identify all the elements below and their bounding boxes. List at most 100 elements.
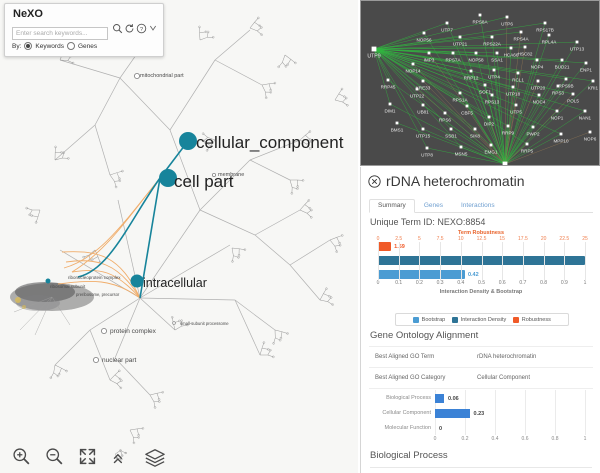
tab-interactions[interactable]: Interactions xyxy=(460,202,495,209)
network-node[interactable] xyxy=(575,40,579,44)
network-node[interactable] xyxy=(478,13,482,17)
network-node[interactable] xyxy=(537,93,541,97)
network-node[interactable] xyxy=(514,103,518,107)
search-row[interactable]: ? xyxy=(12,22,158,40)
node-nuclear-part[interactable] xyxy=(92,356,100,364)
network-node[interactable] xyxy=(459,145,463,149)
network-edge xyxy=(373,48,586,112)
network-node[interactable] xyxy=(547,33,551,37)
network-node[interactable] xyxy=(469,69,473,73)
network-node[interactable] xyxy=(511,85,515,89)
network-edge xyxy=(504,16,508,165)
network-node[interactable] xyxy=(421,127,425,131)
search-icon[interactable] xyxy=(112,23,123,34)
ontology-tree-panel[interactable]: cellular_component cell part intracellul… xyxy=(0,0,358,473)
network-node[interactable] xyxy=(543,21,547,25)
node-mitochondrial-part[interactable] xyxy=(133,72,141,80)
network-node[interactable] xyxy=(516,71,520,75)
network-node[interactable] xyxy=(371,46,377,52)
fit-screen-icon[interactable] xyxy=(78,447,97,466)
node-membrane[interactable] xyxy=(211,172,216,177)
node-cell-part[interactable] xyxy=(159,169,177,187)
help-icon[interactable]: ? xyxy=(136,23,147,34)
network-node[interactable] xyxy=(506,124,510,128)
network-node[interactable] xyxy=(523,45,527,49)
network-node[interactable] xyxy=(386,78,390,82)
network-node[interactable] xyxy=(422,31,426,35)
network-node[interactable] xyxy=(487,115,491,119)
network-node[interactable] xyxy=(465,104,469,108)
network-node[interactable] xyxy=(555,109,559,113)
chevron-down-icon[interactable] xyxy=(149,24,157,33)
network-node[interactable] xyxy=(531,125,535,129)
zoom-in-icon[interactable] xyxy=(12,447,31,466)
close-circle-icon[interactable] xyxy=(368,174,381,188)
network-node[interactable] xyxy=(490,93,494,97)
network-node[interactable] xyxy=(535,58,539,62)
network-node[interactable] xyxy=(502,161,508,166)
search-by-row[interactable]: By: Keywords Genes xyxy=(12,42,97,50)
gridline xyxy=(564,242,566,281)
network-node[interactable] xyxy=(483,83,487,87)
network-node[interactable] xyxy=(588,130,592,134)
tree-label-small-complex: small-subunit processome xyxy=(180,321,229,326)
network-node[interactable] xyxy=(559,132,563,136)
gene-interaction-network-panel[interactable]: UTP9 NOP56 UTP7 RPS8A UTP6 RPS17B UTP21 RPS22A R… xyxy=(360,0,600,166)
network-node[interactable] xyxy=(411,62,415,66)
refresh-icon[interactable] xyxy=(124,23,135,34)
network-node[interactable] xyxy=(473,127,477,131)
network-node[interactable] xyxy=(571,92,575,96)
network-node[interactable] xyxy=(443,111,447,115)
network-edge xyxy=(466,105,506,165)
search-input[interactable] xyxy=(12,27,108,40)
network-node[interactable] xyxy=(421,103,425,107)
tab-summary[interactable]: Summary xyxy=(369,199,415,213)
layers-icon[interactable] xyxy=(144,447,166,467)
network-node[interactable] xyxy=(584,61,588,65)
network-node[interactable] xyxy=(388,102,392,106)
network-node[interactable] xyxy=(505,15,509,19)
collapse-icon[interactable] xyxy=(111,447,130,466)
network-node[interactable] xyxy=(395,121,399,125)
network-node[interactable] xyxy=(445,21,449,25)
network-node[interactable] xyxy=(458,35,462,39)
network-node[interactable] xyxy=(525,142,529,146)
gene-network-graph[interactable]: UTP9 NOP56 UTP7 RPS8A UTP6 RPS17B UTP21 RPS22A R… xyxy=(361,1,600,166)
network-node[interactable] xyxy=(536,79,540,83)
network-node-label: NOP4 xyxy=(531,65,544,70)
network-node[interactable] xyxy=(556,84,560,88)
node-intracellular[interactable] xyxy=(130,274,144,288)
network-node[interactable] xyxy=(509,46,513,50)
radio-genes[interactable] xyxy=(66,42,75,50)
network-node[interactable] xyxy=(583,109,587,113)
network-node[interactable] xyxy=(560,58,564,62)
tree-toolbar[interactable] xyxy=(0,440,358,473)
network-node[interactable] xyxy=(492,68,496,72)
info-tabs[interactable]: Summary Genes Interactions xyxy=(369,197,593,213)
network-node[interactable] xyxy=(427,51,431,55)
ontology-tree-graph[interactable] xyxy=(0,0,358,473)
node-cellular-component[interactable] xyxy=(179,132,197,150)
tab-genes[interactable]: Genes xyxy=(423,202,443,209)
zoom-out-icon[interactable] xyxy=(45,447,64,466)
network-node[interactable] xyxy=(490,35,494,39)
search-card[interactable]: NeXO ? By: Keywords xyxy=(4,3,164,57)
unique-term-id: Unique Term ID: NEXO:8854 xyxy=(370,217,486,227)
network-node[interactable] xyxy=(474,51,478,55)
node-ribonucleoprotein-complex[interactable] xyxy=(45,278,51,284)
network-node[interactable] xyxy=(421,79,425,83)
network-node[interactable] xyxy=(458,91,462,95)
network-node[interactable] xyxy=(489,143,493,147)
network-node[interactable] xyxy=(495,51,499,55)
radio-keywords[interactable] xyxy=(24,42,33,50)
node-small-complex[interactable] xyxy=(172,321,176,325)
network-node[interactable] xyxy=(425,146,429,150)
network-node[interactable] xyxy=(564,77,568,81)
node-protein-complex[interactable] xyxy=(100,327,108,335)
network-node[interactable] xyxy=(451,51,455,55)
axis-tick: 0.4 xyxy=(457,280,465,286)
network-node[interactable] xyxy=(415,87,419,91)
network-node[interactable] xyxy=(519,30,523,34)
network-node[interactable] xyxy=(591,79,595,83)
network-node[interactable] xyxy=(449,127,453,131)
